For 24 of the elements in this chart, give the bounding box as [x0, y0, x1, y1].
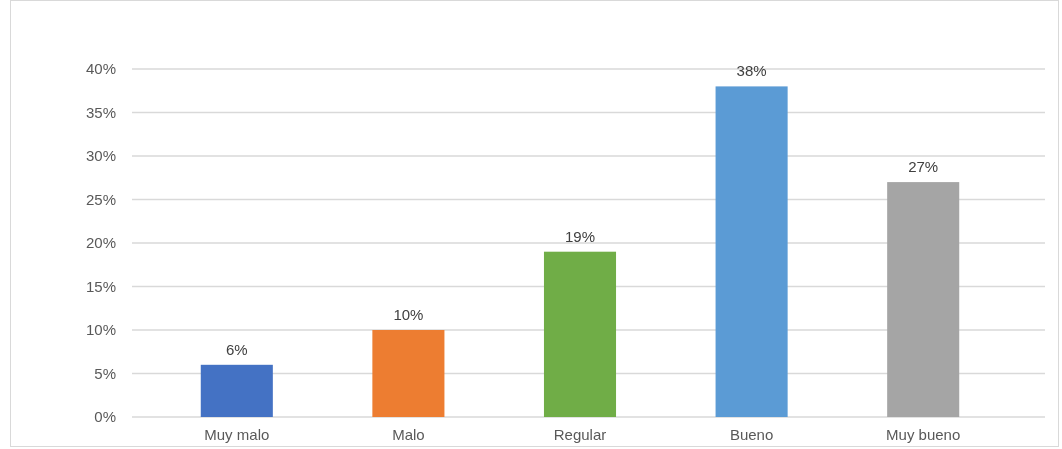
- bar: [887, 182, 960, 417]
- bar: [543, 251, 617, 417]
- x-tick-label: Regular: [553, 425, 607, 443]
- y-tick-label: 35%: [85, 103, 116, 121]
- bar: [715, 86, 788, 417]
- data-label: 19%: [564, 227, 596, 245]
- data-label: 6%: [225, 340, 248, 358]
- y-tick-label: 10%: [85, 321, 116, 339]
- x-tick-label: Malo: [392, 425, 425, 443]
- y-tick-label: 25%: [85, 190, 116, 208]
- y-tick-label: 15%: [85, 277, 116, 295]
- bar: [372, 330, 445, 417]
- y-tick-label: 30%: [85, 147, 116, 165]
- y-tick-label: 20%: [85, 234, 116, 252]
- x-tick-label: Muy malo: [204, 425, 270, 443]
- y-tick-label: 5%: [94, 364, 116, 382]
- x-tick-label: Muy bueno: [886, 425, 961, 443]
- data-label: 27%: [908, 158, 939, 176]
- bar: [200, 364, 273, 417]
- x-tick-label: Bueno: [729, 425, 774, 443]
- y-tick-label: 0%: [94, 408, 116, 426]
- data-label: 10%: [393, 306, 424, 323]
- data-label: 38%: [736, 62, 767, 80]
- y-tick-label: 40%: [85, 60, 116, 78]
